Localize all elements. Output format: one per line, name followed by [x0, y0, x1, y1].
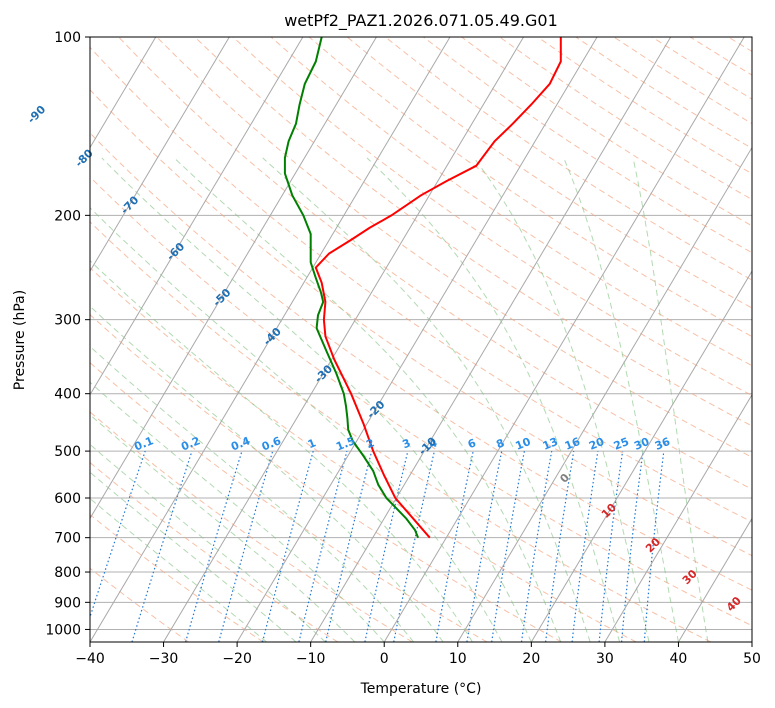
- x-tick-label: 10: [449, 651, 467, 667]
- mixing-ratio-label: 13: [541, 435, 560, 453]
- dry-adiabat: [346, 37, 752, 309]
- y-tick-label: 900: [54, 595, 81, 611]
- isotherms: [90, 37, 752, 642]
- dewpoint-trace: [283, 37, 420, 539]
- dry-adiabat: [90, 267, 637, 642]
- dry-adiabat: [90, 513, 264, 642]
- moist-adiabat: [90, 345, 414, 642]
- moist-adiabat: [262, 157, 591, 642]
- x-tick-label: −30: [149, 651, 179, 667]
- mixing-ratio-label: 16: [563, 435, 582, 453]
- x-tick-label: 0: [380, 651, 389, 667]
- mixing-ratio-line: [621, 451, 644, 642]
- dry-adiabats: [90, 37, 752, 642]
- isotherm-line: [604, 393, 752, 642]
- plot-frame: [89, 36, 753, 643]
- mixing-ratio-label: 20: [587, 435, 606, 453]
- isotherm-line: [236, 37, 598, 642]
- moist-adiabat: [90, 259, 473, 642]
- mixing-ratio-line: [261, 450, 314, 642]
- x-tick-label: 30: [596, 651, 614, 667]
- moist-adiabat: [632, 157, 709, 642]
- mixing-ratio-label: 10: [514, 435, 533, 453]
- isotherm-line: [90, 37, 304, 396]
- moist-adiabat: [90, 381, 385, 642]
- y-tick-label: 500: [54, 444, 81, 460]
- mixing-ratio-line: [364, 450, 409, 642]
- mixing-ratio-line: [520, 450, 553, 642]
- isotherm-line: [530, 270, 752, 642]
- y-tick-label: 300: [54, 313, 81, 329]
- mixing-ratio-line: [131, 450, 193, 642]
- y-tick-label: 100: [54, 30, 81, 46]
- mixing-ratio-line: [218, 450, 274, 642]
- x-tick-label: 20: [522, 651, 540, 667]
- y-tick-label: 1000: [45, 622, 81, 638]
- moist-adiabat: [563, 157, 679, 642]
- mixing-ratio-lines: [90, 450, 665, 642]
- dry-adiabat: [90, 361, 488, 642]
- isotherm-line: [678, 517, 752, 642]
- dry-adiabat: [156, 37, 752, 458]
- mixing-ratio-label: 30: [632, 435, 651, 453]
- x-tick-label: −10: [296, 651, 326, 667]
- y-tick-label: 600: [54, 491, 81, 507]
- pressure-gridlines: [90, 37, 752, 630]
- isotherm-line: [457, 146, 752, 642]
- isotherm-line: [90, 37, 377, 520]
- mixing-ratio-line: [545, 451, 575, 642]
- mixing-ratio-line: [598, 451, 624, 642]
- isotherm-line: [163, 37, 524, 642]
- isotherm-line: [90, 37, 157, 149]
- x-tick-label: −20: [222, 651, 252, 667]
- x-tick-label: −40: [75, 651, 105, 667]
- x-axis-title: Temperature (°C): [360, 681, 482, 697]
- x-tick-label: 50: [743, 651, 761, 667]
- mixing-ratio-label: 2: [364, 436, 376, 451]
- chart-title: wetPf2_PAZ1.2026.071.05.49.G01: [284, 11, 558, 31]
- mixing-ratio-line: [298, 450, 348, 642]
- x-axis-ticks: −40 −30 −20 −10 0 10 20 30 40 50: [75, 642, 761, 667]
- y-axis-title: Pressure (hPa): [12, 290, 28, 390]
- dry-adiabat: [90, 313, 562, 642]
- moist-adiabat: [90, 497, 267, 642]
- isotherm-line: [90, 37, 451, 642]
- moist-adiabat: [90, 471, 297, 642]
- y-tick-label: 700: [54, 531, 81, 547]
- y-tick-label: 200: [54, 208, 81, 224]
- y-tick-label: 800: [54, 565, 81, 581]
- mixing-ratio-label: 8: [494, 436, 506, 451]
- data-traces: [283, 37, 562, 539]
- moist-adiabat: [101, 157, 532, 642]
- mixing-ratio-label: 1: [306, 436, 318, 451]
- moist-adiabat: [173, 157, 562, 642]
- dry-adiabat: [194, 37, 752, 427]
- mixing-ratio-line: [325, 450, 373, 642]
- mixing-ratio-line: [185, 450, 243, 642]
- dry-adiabat: [308, 37, 752, 338]
- dry-adiabat: [90, 221, 712, 642]
- mixing-ratio-label: 3: [401, 436, 413, 451]
- moist-adiabat: [366, 157, 621, 642]
- isotherm-line: [310, 37, 672, 642]
- mixing-ratio-label: 25: [612, 435, 631, 453]
- moist-adiabat: [90, 206, 503, 642]
- moist-adiabat: [90, 443, 326, 642]
- temperature-trace: [314, 37, 562, 539]
- mixing-ratio-line: [643, 451, 665, 642]
- y-axis-ticks: 1000 900 800 700 600 500 400 300 200 100: [45, 30, 90, 638]
- moist-adiabat: [90, 305, 444, 642]
- mixing-ratio-label: 36: [653, 435, 672, 453]
- mixing-ratio-line: [571, 451, 599, 642]
- isotherm-line: [383, 37, 745, 642]
- isotherm-line: [90, 37, 230, 273]
- x-tick-label: 40: [670, 651, 688, 667]
- dry-adiabat: [90, 176, 752, 627]
- dry-adiabat: [90, 567, 189, 642]
- y-tick-label: 400: [54, 387, 81, 403]
- dry-adiabat: [118, 37, 752, 490]
